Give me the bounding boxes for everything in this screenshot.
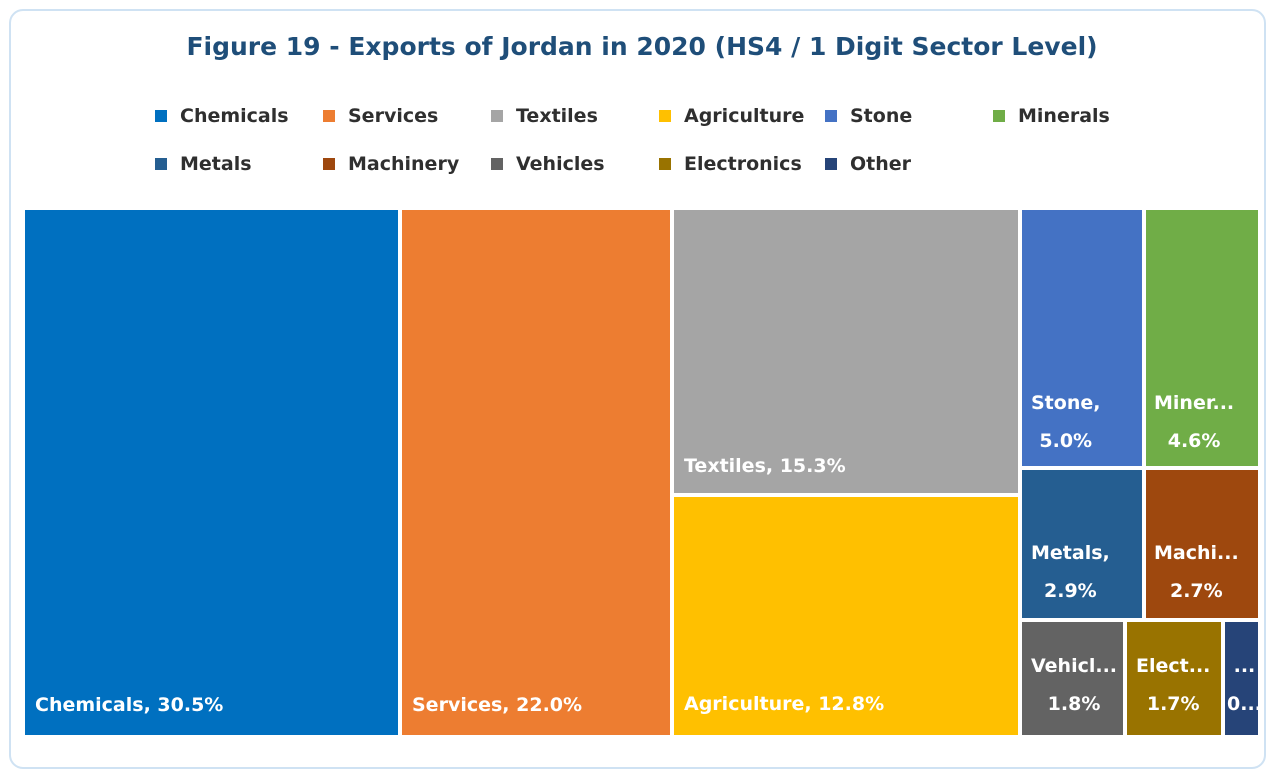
legend-swatch-chemicals — [155, 110, 167, 122]
legend-label-stone: Stone — [850, 105, 913, 127]
legend-label-minerals: Minerals — [1018, 105, 1110, 127]
legend-swatch-metals — [155, 158, 167, 170]
legend-item-minerals: Minerals — [993, 104, 1110, 128]
treemap-label-chemicals: Chemicals, 30.5% — [35, 686, 223, 724]
treemap-label-line-vehicles-0: Vehicl... — [1031, 655, 1118, 677]
legend-item-metals: Metals — [155, 152, 252, 176]
treemap-label-vehicles: Vehicl... 1.8% — [1031, 647, 1117, 723]
treemap-tile-services: Services, 22.0% — [402, 210, 670, 735]
treemap-label-line-chemicals-0: Chemicals, 30.5% — [35, 694, 224, 716]
treemap-label-agriculture: Agriculture, 12.8% — [684, 685, 884, 723]
treemap-tile-minerals: Miner... 4.6% — [1146, 210, 1258, 466]
legend-item-chemicals: Chemicals — [155, 104, 289, 128]
treemap-label-line-services-0: Services, 22.0% — [412, 694, 583, 716]
treemap-label-metals: Metals, 2.9% — [1031, 534, 1110, 610]
treemap-label-line-stone-0: Stone, — [1031, 392, 1101, 414]
treemap-label-line-minerals-1: 4.6% — [1167, 430, 1221, 452]
legend-label-metals: Metals — [180, 153, 252, 175]
treemap-tile-electronics: Elect... 1.7% — [1127, 622, 1221, 735]
chart-title: Figure 19 - Exports of Jordan in 2020 (H… — [186, 32, 1098, 61]
treemap-label-minerals: Miner... 4.6% — [1154, 384, 1234, 460]
legend-swatch-vehicles — [491, 158, 503, 170]
treemap-label-line-electronics-0: Elect... — [1136, 655, 1211, 677]
legend-label-machinery: Machinery — [348, 153, 460, 175]
legend-item-machinery: Machinery — [323, 152, 459, 176]
legend-label-agriculture: Agriculture — [684, 105, 805, 127]
treemap-label-line-machinery-0: Machi... — [1154, 542, 1239, 564]
treemap-tile-stone: Stone, 5.0% — [1022, 210, 1142, 466]
legend-swatch-machinery — [323, 158, 335, 170]
legend-label-electronics: Electronics — [684, 153, 802, 175]
legend-swatch-other — [825, 158, 837, 170]
treemap-label-line-stone-1: 5.0% — [1039, 430, 1093, 452]
legend-swatch-agriculture — [659, 110, 671, 122]
treemap-tile-textiles: Textiles, 15.3% — [674, 210, 1018, 493]
treemap-label-line-other-1: 0... — [1227, 693, 1262, 715]
legend-label-other: Other — [850, 153, 912, 175]
legend-swatch-minerals — [993, 110, 1005, 122]
treemap-tile-machinery: Machi... 2.7% — [1146, 470, 1258, 618]
treemap-label-line-electronics-1: 1.7% — [1146, 693, 1200, 715]
legend-label-chemicals: Chemicals — [180, 105, 289, 127]
legend-item-agriculture: Agriculture — [659, 104, 804, 128]
treemap-label-other: ... 0... — [1227, 647, 1262, 723]
treemap-label-line-metals-0: Metals, — [1031, 542, 1110, 564]
treemap-label-machinery: Machi... 2.7% — [1154, 534, 1239, 610]
treemap-label-electronics: Elect... 1.7% — [1136, 647, 1210, 723]
treemap-label-line-other-0: ... — [1233, 655, 1256, 677]
legend-swatch-textiles — [491, 110, 503, 122]
legend-swatch-stone — [825, 110, 837, 122]
legend-swatch-electronics — [659, 158, 671, 170]
treemap-plot: Chemicals, 30.5% Services, 22.0% Textiles,… — [25, 210, 1262, 735]
treemap-tile-other: ... 0... — [1225, 622, 1262, 735]
treemap-label-line-textiles-0: Textiles, 15.3% — [684, 455, 846, 477]
treemap-label-stone: Stone, 5.0% — [1031, 384, 1100, 460]
treemap-label-services: Services, 22.0% — [412, 686, 582, 724]
treemap-label-line-metals-1: 2.9% — [1044, 580, 1097, 602]
treemap-label-line-agriculture-0: Agriculture, 12.8% — [684, 693, 885, 715]
treemap-label-line-vehicles-1: 1.8% — [1047, 693, 1101, 715]
legend-swatch-services — [323, 110, 335, 122]
treemap-tile-agriculture: Agriculture, 12.8% — [674, 497, 1018, 735]
legend-item-other: Other — [825, 152, 911, 176]
treemap-label-line-machinery-1: 2.7% — [1169, 580, 1223, 602]
legend-item-stone: Stone — [825, 104, 912, 128]
treemap-label-textiles: Textiles, 15.3% — [684, 447, 846, 485]
legend-item-electronics: Electronics — [659, 152, 802, 176]
legend-item-textiles: Textiles — [491, 104, 598, 128]
treemap-label-line-minerals-0: Miner... — [1154, 392, 1235, 414]
treemap-tile-chemicals: Chemicals, 30.5% — [25, 210, 398, 735]
legend-item-services: Services — [323, 104, 438, 128]
legend-item-vehicles: Vehicles — [491, 152, 605, 176]
treemap-tile-metals: Metals, 2.9% — [1022, 470, 1142, 618]
treemap-tile-vehicles: Vehicl... 1.8% — [1022, 622, 1123, 735]
legend-label-vehicles: Vehicles — [516, 153, 605, 175]
legend-label-services: Services — [348, 105, 439, 127]
legend-label-textiles: Textiles — [516, 105, 598, 127]
